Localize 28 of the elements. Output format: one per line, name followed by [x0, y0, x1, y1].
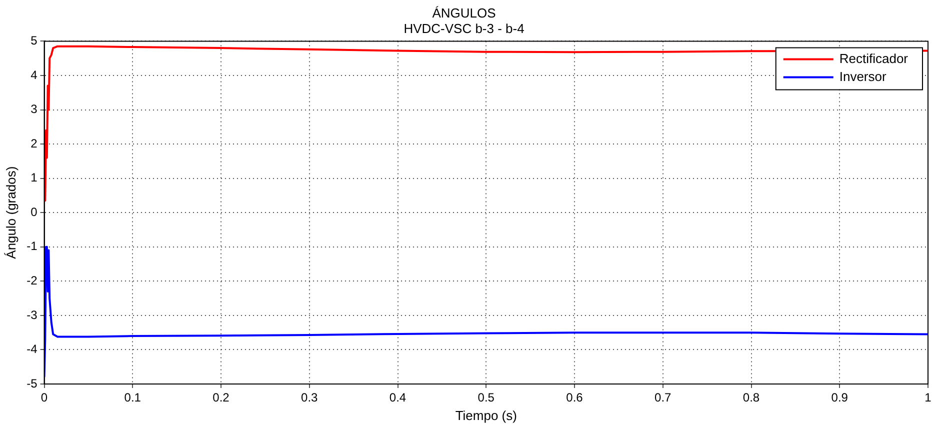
chart-subtitle: HVDC-VSC b-3 - b-4: [404, 20, 524, 36]
y-tick-label: -4: [26, 342, 38, 356]
x-axis-title: Tiempo (s): [455, 408, 517, 423]
x-tick-label: 0.8: [742, 390, 760, 405]
y-tick-label: -2: [26, 273, 38, 288]
x-tick-label: 1: [924, 390, 932, 405]
x-tick-label: 0: [40, 390, 48, 405]
y-tick-label: -1: [26, 239, 38, 254]
y-tick-label: -5: [26, 376, 38, 390]
y-tick-label: 1: [30, 170, 38, 185]
legend-label: Rectificador: [839, 50, 909, 66]
x-tick-label: 0.7: [654, 390, 672, 405]
y-tick-label: 4: [30, 68, 38, 82]
x-tick-label: 0.5: [478, 390, 495, 405]
y-tick-label: 5: [30, 34, 38, 48]
y-tick-label: 2: [30, 136, 38, 150]
y-tick-label: -3: [26, 308, 38, 322]
x-tick-label: 0.3: [301, 390, 318, 405]
x-tick-label: 0.9: [831, 390, 848, 405]
x-tick-label: 0.2: [212, 390, 230, 405]
y-tick-label: 0: [30, 204, 38, 219]
legend-label: Inversor: [839, 68, 887, 84]
x-tick-label: 0.6: [566, 390, 584, 405]
y-axis-title: Ángulo (grados): [3, 166, 18, 259]
chart-title: ÁNGULOS: [432, 5, 496, 20]
x-tick-label: 0.4: [389, 390, 406, 405]
y-tick-label: 3: [30, 102, 38, 116]
x-tick-label: 0.1: [124, 390, 142, 405]
